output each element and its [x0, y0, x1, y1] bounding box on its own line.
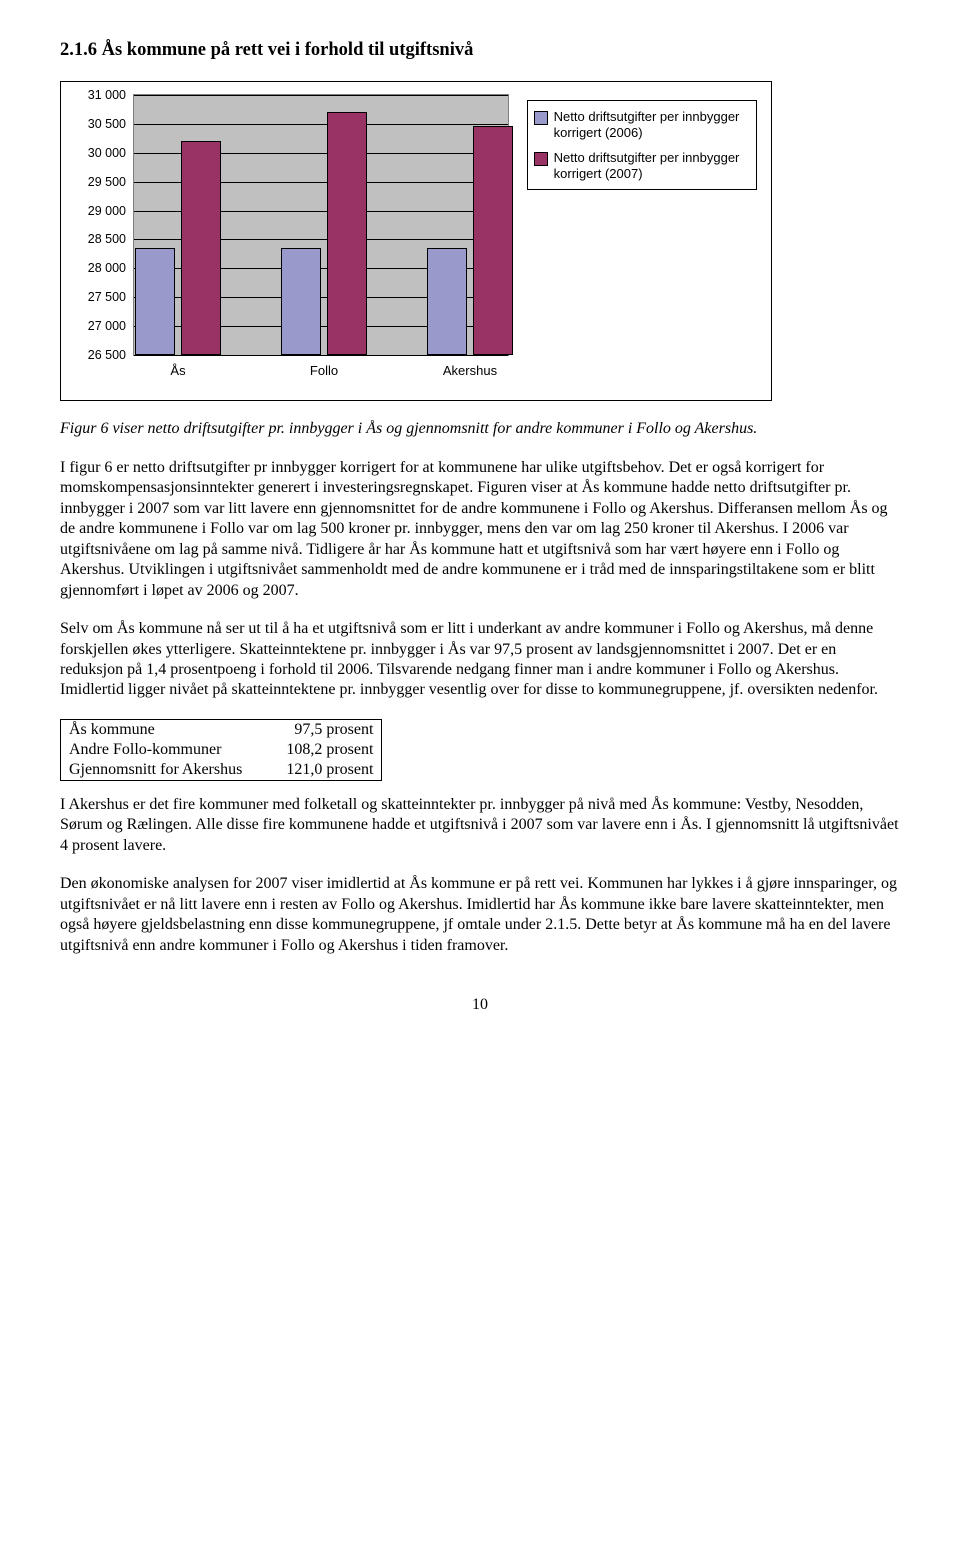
x-category-label: Ås [135, 363, 221, 378]
bar [281, 248, 321, 355]
legend-label: Netto driftsutgifter per innbygger korri… [554, 109, 750, 140]
row-value: 108,2 prosent [250, 740, 382, 760]
bar [427, 248, 467, 355]
bar [181, 141, 221, 355]
gridline [134, 95, 508, 96]
y-tick-label: 26 500 [88, 348, 126, 362]
row-value: 121,0 prosent [250, 760, 382, 781]
figure-caption: Figur 6 viser netto driftsutgifter pr. i… [60, 419, 900, 440]
legend-swatch [534, 152, 548, 166]
x-category-label: Akershus [427, 363, 513, 378]
y-tick-label: 31 000 [88, 88, 126, 102]
chart-y-axis: 26 50027 00027 50028 00028 50029 00029 5… [76, 95, 132, 355]
y-tick-label: 30 500 [88, 117, 126, 131]
paragraph-3: I Akershus er det fire kommuner med folk… [60, 795, 900, 856]
gridline [134, 124, 508, 125]
chart-legend: Netto driftsutgifter per innbygger korri… [527, 100, 757, 190]
bar [327, 112, 367, 355]
row-label: Ås kommune [61, 719, 251, 740]
y-tick-label: 29 500 [88, 175, 126, 189]
section-heading: 2.1.6 Ås kommune på rett vei i forhold t… [60, 40, 900, 61]
y-tick-label: 27 500 [88, 290, 126, 304]
table-row: Ås kommune97,5 prosent [61, 719, 382, 740]
legend-swatch [534, 111, 548, 125]
paragraph-2: Selv om Ås kommune nå ser ut til å ha et… [60, 619, 900, 701]
row-label: Gjennomsnitt for Akershus [61, 760, 251, 781]
y-tick-label: 27 000 [88, 319, 126, 333]
paragraph-1: I figur 6 er netto driftsutgifter pr inn… [60, 458, 900, 601]
chart-container: 26 500 27 000 27 500 28 000 28 500 29 000 29 5… [60, 81, 772, 401]
bar [135, 248, 175, 355]
table-row: Gjennomsnitt for Akershus121,0 prosent [61, 760, 382, 781]
chart-plot: 26 50027 00027 50028 00028 50029 00029 5… [133, 94, 509, 356]
percent-table: Ås kommune97,5 prosentAndre Follo-kommun… [60, 719, 382, 781]
page-number: 10 [60, 996, 900, 1014]
y-tick-label: 29 000 [88, 204, 126, 218]
table-row: Andre Follo-kommuner108,2 prosent [61, 740, 382, 760]
gridline [134, 355, 508, 356]
y-tick-label: 30 000 [88, 146, 126, 160]
legend-label: Netto driftsutgifter per innbygger korri… [554, 150, 750, 181]
legend-item: Netto driftsutgifter per innbygger korri… [534, 150, 750, 181]
row-label: Andre Follo-kommuner [61, 740, 251, 760]
paragraph-4: Den økonomiske analysen for 2007 viser i… [60, 874, 900, 956]
bar [473, 126, 513, 355]
row-value: 97,5 prosent [250, 719, 382, 740]
legend-item: Netto driftsutgifter per innbygger korri… [534, 109, 750, 140]
y-tick-label: 28 000 [88, 261, 126, 275]
y-tick-label: 28 500 [88, 232, 126, 246]
x-category-label: Follo [281, 363, 367, 378]
